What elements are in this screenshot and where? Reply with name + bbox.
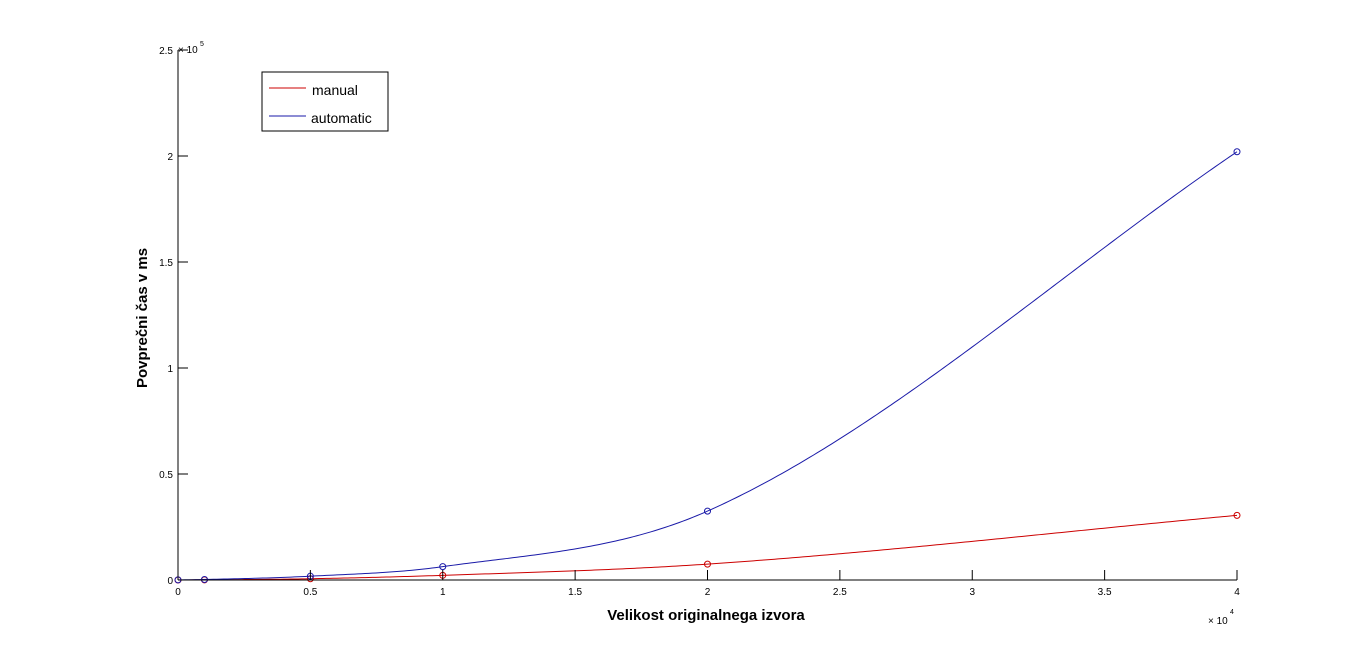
x-tick-label: 3 xyxy=(969,587,975,598)
x-tick-label: 1.5 xyxy=(568,587,582,598)
legend-label-automatic: automatic xyxy=(311,110,372,126)
data-point-manual xyxy=(704,560,711,568)
y-exponent-base: × 10 xyxy=(178,45,198,56)
y-tick-label: 0 xyxy=(167,576,173,587)
x-exponent-label: × 10 4 xyxy=(1208,609,1234,627)
y-tick-label: 2.5 xyxy=(159,46,173,57)
y-exponent-label: × 10 5 xyxy=(178,41,204,56)
legend-label-manual: manual xyxy=(312,82,358,98)
x-tick-label: 0.5 xyxy=(303,587,317,598)
series-line-automatic xyxy=(177,151,1238,581)
legend-box xyxy=(261,71,389,132)
series-line-manual xyxy=(177,514,1238,581)
legend: manual automatic xyxy=(261,71,389,132)
x-tick-label: 1 xyxy=(440,587,446,598)
axes-layer: 0 0.5 1 1.5 2 2.5 3 3.5 4 0 0.5 1 1.5 2 2.5 xyxy=(159,46,1240,598)
y-axis-title: Povprečni čas v ms xyxy=(134,248,151,388)
data-point-automatic xyxy=(200,575,208,583)
x-tick-label: 4 xyxy=(1234,587,1240,598)
data-point-automatic xyxy=(439,563,447,571)
x-tick-label: 2 xyxy=(705,587,711,598)
data-point-automatic xyxy=(704,507,711,515)
x-exponent-base: × 10 xyxy=(1208,616,1228,627)
data-point-manual xyxy=(1233,511,1241,519)
data-point-automatic xyxy=(1233,148,1241,156)
series-layer xyxy=(174,148,1241,584)
x-tick-label: 0 xyxy=(175,587,181,598)
y-tick-label: 2 xyxy=(167,152,173,163)
x-tick-label: 2.5 xyxy=(833,587,847,598)
x-axis-title: Velikost originalnega izvora xyxy=(607,607,805,624)
x-exponent-power: 4 xyxy=(1230,609,1234,616)
x-tick-label: 3.5 xyxy=(1098,587,1112,598)
y-tick-label: 0.5 xyxy=(159,470,173,481)
y-tick-label: 1.5 xyxy=(159,258,173,269)
y-exponent-power: 5 xyxy=(200,41,204,48)
y-tick-label: 1 xyxy=(167,364,173,375)
